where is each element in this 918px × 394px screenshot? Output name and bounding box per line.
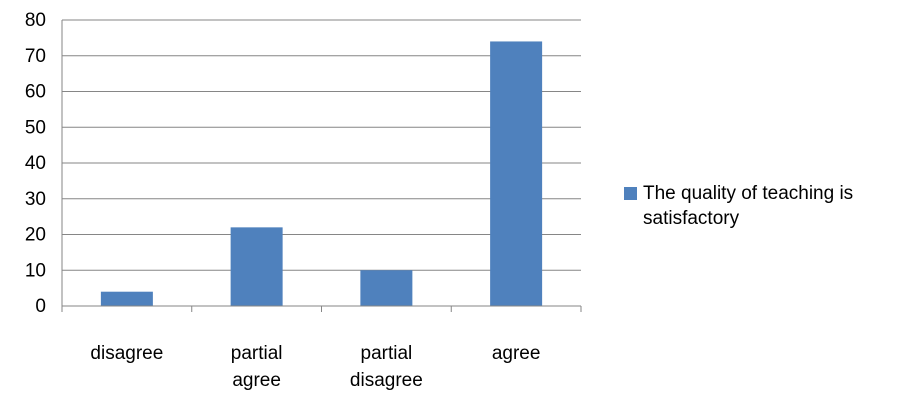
bar-agree: [490, 41, 543, 306]
y-tick-label: 60: [25, 82, 46, 103]
x-tick-label-line: partial: [231, 343, 283, 364]
bar-partial-agree: [230, 227, 283, 306]
x-tick-label-line: agree: [492, 343, 541, 364]
y-tick-label: 70: [25, 46, 46, 67]
chart-legend: The quality of teaching is satisfactory: [624, 181, 914, 231]
x-tick-label: agree: [492, 343, 541, 364]
x-tick-label-line: partial: [361, 343, 413, 364]
bar-partial-disagree: [360, 270, 413, 306]
legend-label: The quality of teaching is satisfactory: [643, 183, 854, 229]
x-tick-label: partial disagree: [350, 343, 423, 391]
y-tick-label: 50: [25, 117, 46, 138]
y-tick-label: 40: [25, 153, 46, 174]
y-tick-label: 0: [35, 296, 46, 317]
bar-disagree: [100, 291, 153, 306]
legend-swatch: [624, 187, 637, 200]
x-tick-label: partial agree: [231, 343, 283, 391]
y-tick-label: 30: [25, 189, 46, 210]
x-tick-label: disagree: [90, 343, 163, 364]
y-tick-label: 20: [25, 225, 46, 246]
y-tick-label: 10: [25, 260, 46, 281]
x-tick-label-line: disagree: [350, 370, 423, 391]
x-tick-label-line: disagree: [90, 343, 163, 364]
x-tick-label-line: agree: [232, 370, 281, 391]
y-tick-label: 80: [25, 10, 46, 31]
